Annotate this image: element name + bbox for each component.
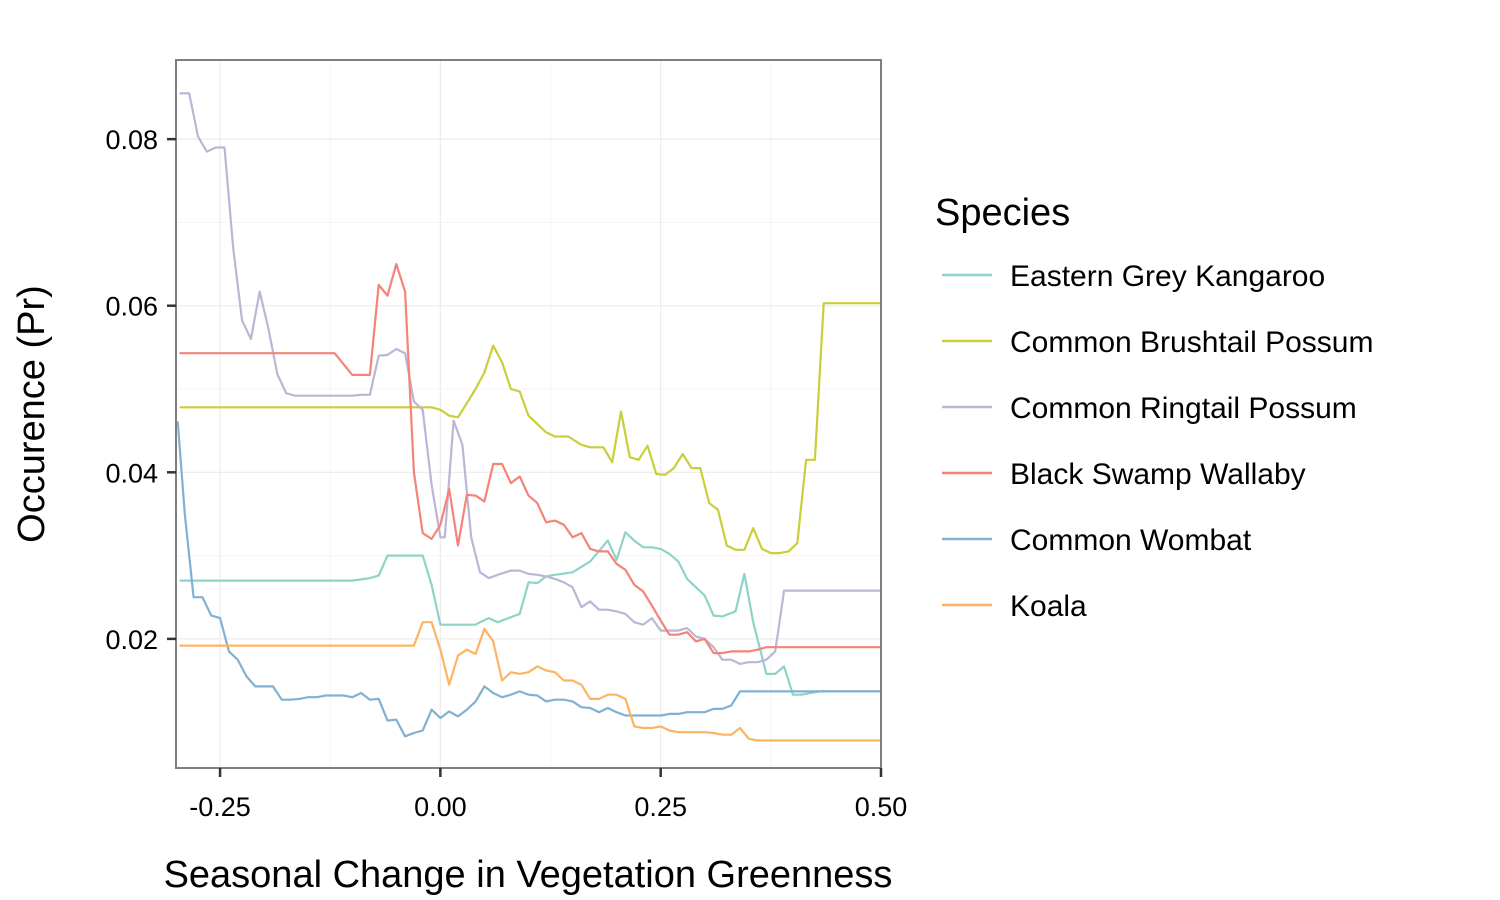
plot-border	[175, 59, 882, 769]
x-tick-label: 0.25	[634, 792, 687, 822]
legend: Species Eastern Grey Kangaroo Common Brus…	[935, 192, 1373, 623]
legend-label-common-brushtail-possum: Common Brushtail Possum	[1010, 326, 1373, 359]
legend-label-common-ringtail-possum: Common Ringtail Possum	[1010, 392, 1357, 425]
y-axis-title: Occurence (Pr)	[11, 285, 53, 543]
x-tick-label: 0.00	[414, 792, 467, 822]
series-line-common-brushtail-possum	[179, 302, 883, 555]
series-layer	[176, 92, 883, 742]
y-tick-label: 0.06	[105, 292, 158, 322]
x-tick-label: 0.50	[855, 792, 908, 822]
series-line-common-ringtail-possum	[179, 92, 883, 665]
legend-label-black-swamp-wallaby: Black Swamp Wallaby	[1010, 458, 1306, 491]
legend-label-eastern-grey-kangaroo: Eastern Grey Kangaroo	[1010, 260, 1325, 293]
y-axis: 0.02 0.04 0.06 0.08	[105, 125, 176, 655]
series-line-common-wombat	[176, 421, 883, 738]
x-tick-label: -0.25	[189, 792, 251, 822]
x-axis: -0.25 0.00 0.25 0.50	[189, 768, 907, 822]
y-tick-label: 0.08	[105, 125, 158, 155]
x-axis-title: Seasonal Change in Vegetation Greenness	[164, 854, 893, 896]
y-tick-label: 0.02	[105, 625, 158, 655]
minor-gridlines	[176, 60, 881, 768]
series-line-black-swamp-wallaby	[179, 263, 883, 655]
series-line-koala	[179, 621, 883, 742]
series-line-eastern-grey-kangaroo	[179, 531, 883, 696]
y-tick-label: 0.04	[105, 458, 158, 488]
legend-items: Eastern Grey Kangaroo Common Brushtail Po…	[942, 260, 1373, 623]
legend-label-common-wombat: Common Wombat	[1010, 524, 1252, 557]
legend-title: Species	[935, 192, 1070, 234]
legend-label-koala: Koala	[1010, 590, 1087, 623]
